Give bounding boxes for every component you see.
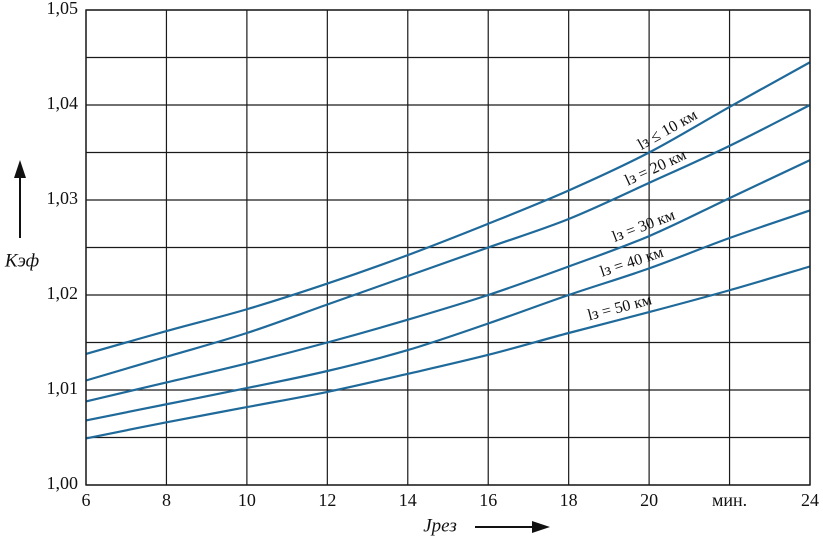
curve [85,104,811,382]
y-tick-label: 1,00 [47,473,79,493]
x-tick-label: 18 [560,490,578,510]
x-tick-label: 14 [399,490,417,510]
x-axis-label: Jрез [423,515,457,536]
y-tick-label: 1,04 [47,93,79,113]
curve [85,159,811,403]
curve [85,61,811,355]
x-tick-label: 12 [318,490,336,510]
y-tick-label: 1,03 [47,188,79,208]
curve [85,209,811,422]
x-tick-label: 20 [640,490,658,510]
plot-frame [85,9,811,486]
y-arrow-head [14,160,26,178]
x-arrow-head [532,521,550,533]
x-tick-label: 24 [801,490,819,510]
x-tick-label: 6 [82,490,91,510]
x-tick-label: 16 [479,490,497,510]
x-tick-label: 10 [238,490,256,510]
curve [85,265,811,440]
y-tick-label: 1,05 [47,0,79,18]
y-axis-label: Kэф [4,250,39,271]
y-tick-label: 1,02 [47,283,79,303]
series-label: lз = 30 км [610,207,677,246]
x-tick-label: мин. [712,490,747,510]
x-tick-label: 8 [162,490,171,510]
y-tick-label: 1,01 [47,378,79,398]
